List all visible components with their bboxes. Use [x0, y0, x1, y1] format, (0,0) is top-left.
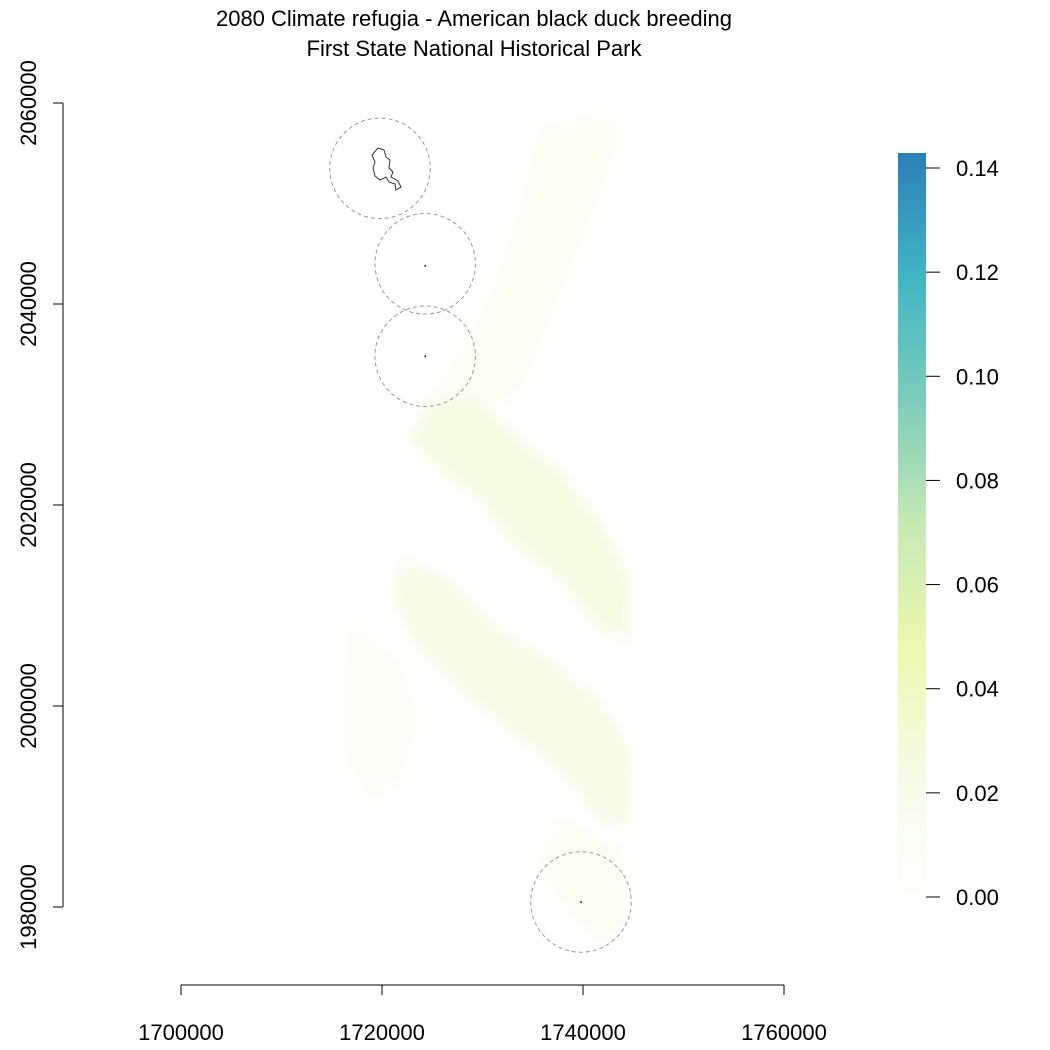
buffer-middle-lower [374, 305, 476, 408]
x-tick-label: 1720000 [339, 1020, 425, 1045]
legend-tick-label: 0.06 [956, 573, 999, 598]
map-title-line2: First State National Historical Park [306, 36, 642, 61]
buffer-south [530, 851, 632, 953]
raster-band-south [540, 820, 630, 940]
legend-ticks: 0.00 0.02 0.04 0.06 0.08 0.10 0.12 0.14 [926, 156, 999, 910]
park-unit-middle-lower [424, 355, 427, 358]
legend-tick-label: 0.10 [956, 364, 999, 389]
legend-tick-label: 0.12 [956, 260, 999, 285]
y-tick-label: 2000000 [16, 663, 41, 749]
raster-band-middle [410, 400, 630, 640]
park-buffers [329, 117, 632, 953]
x-axis: 1700000 1720000 1740000 1760000 [138, 984, 827, 1045]
park-unit-dots [424, 264, 582, 903]
x-tick-label: 1760000 [741, 1020, 827, 1045]
y-tick-label: 2060000 [16, 60, 41, 146]
y-tick-label: 1980000 [16, 864, 41, 950]
raster-band-upper [430, 115, 620, 440]
y-tick-label: 2040000 [16, 261, 41, 347]
legend-colorbar [898, 153, 926, 901]
park-unit-north-outline [371, 147, 402, 191]
x-tick-label: 1700000 [138, 1020, 224, 1045]
buffer-middle-upper [374, 213, 476, 315]
legend-tick-label: 0.00 [956, 885, 999, 910]
park-unit-south [579, 900, 582, 903]
legend-tick-label: 0.08 [956, 468, 999, 493]
refugia-raster [340, 115, 630, 940]
legend-tick-label: 0.02 [956, 781, 999, 806]
buffer-north [329, 117, 431, 220]
legend-tick-label: 0.14 [956, 156, 999, 181]
y-axis: 1980000 2000000 2020000 2040000 2060000 [16, 60, 64, 950]
raster-band-lower [395, 560, 630, 830]
raster-band-west [340, 620, 420, 800]
legend-tick-label: 0.04 [956, 677, 999, 702]
park-unit-middle-upper [424, 264, 427, 267]
x-tick-label: 1740000 [540, 1020, 626, 1045]
map-title-line1: 2080 Climate refugia - American black du… [215, 6, 733, 31]
y-tick-label: 2020000 [16, 462, 41, 548]
